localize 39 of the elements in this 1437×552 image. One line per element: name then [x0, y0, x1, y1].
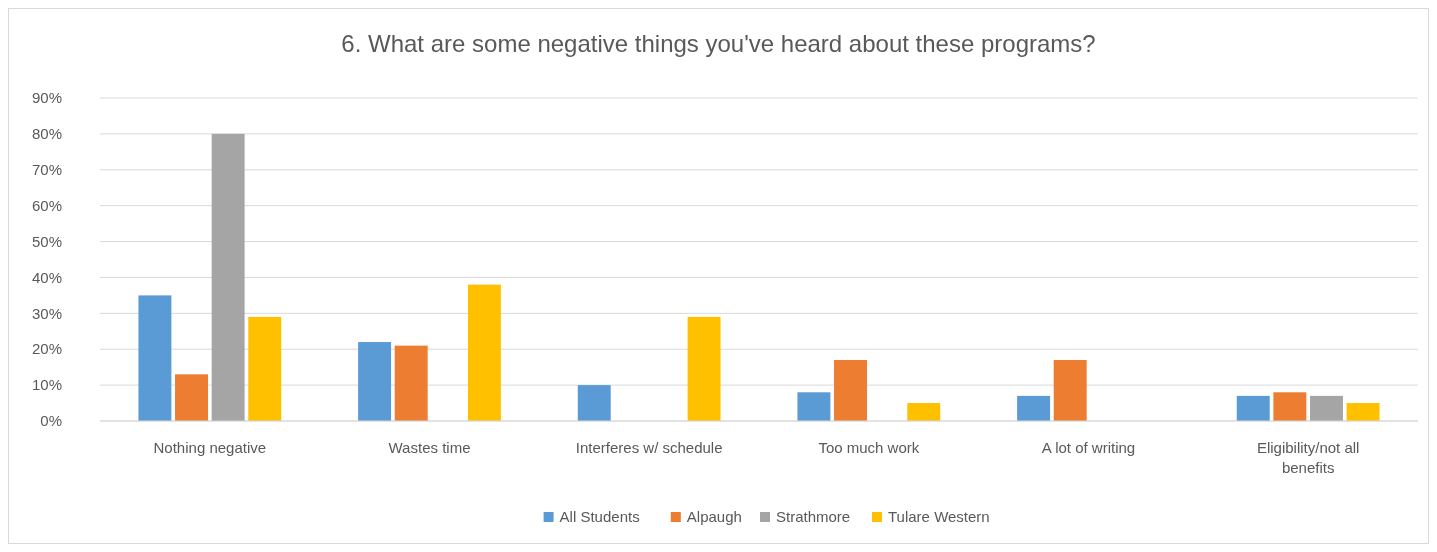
bar: [834, 359, 867, 421]
y-tick-label: 80%: [31, 125, 62, 143]
x-tick-label: Nothing negative: [153, 439, 267, 457]
bar: [211, 133, 245, 421]
x-tick-label: Too much work: [818, 439, 920, 457]
x-tick-label: Wastes time: [388, 439, 471, 457]
y-tick-label: 10%: [31, 376, 62, 394]
x-tick-label: Interferes w/ schedule: [575, 439, 723, 457]
y-tick-label: 50%: [31, 232, 62, 250]
bar: [797, 392, 831, 421]
legend-label: Tulare Western: [888, 508, 990, 526]
bar: [577, 385, 611, 421]
y-tick-label: 30%: [31, 304, 62, 322]
bar: [394, 345, 428, 421]
bar: [467, 284, 501, 421]
y-tick-label: 90%: [31, 89, 62, 107]
bar: [138, 295, 172, 421]
bar: [1053, 359, 1087, 421]
legend-label: All Students: [559, 508, 640, 526]
bar: [1346, 403, 1380, 421]
bar: [358, 342, 392, 421]
y-tick-label: 20%: [31, 340, 62, 358]
bar: [687, 316, 721, 421]
bar: [1310, 395, 1343, 421]
legend-label: Strathmore: [776, 508, 851, 526]
y-tick-label: 40%: [31, 268, 62, 286]
chart-title: 6. What are some negative things you've heard about these programs?: [341, 30, 1096, 57]
y-tick-label: 70%: [31, 161, 62, 179]
x-tick-label: Eligibility/not all benefits: [1256, 439, 1360, 476]
bar: [1236, 395, 1270, 421]
bar: [248, 316, 282, 421]
x-tick-label: A lot of writing: [1041, 439, 1136, 457]
y-tick-label: 0%: [40, 412, 62, 430]
y-tick-label: 60%: [31, 196, 62, 214]
bar: [907, 403, 941, 421]
bar: [175, 374, 208, 421]
legend-label: Alpaugh: [686, 508, 742, 526]
bar: [1273, 392, 1307, 421]
bar: [1017, 395, 1051, 421]
